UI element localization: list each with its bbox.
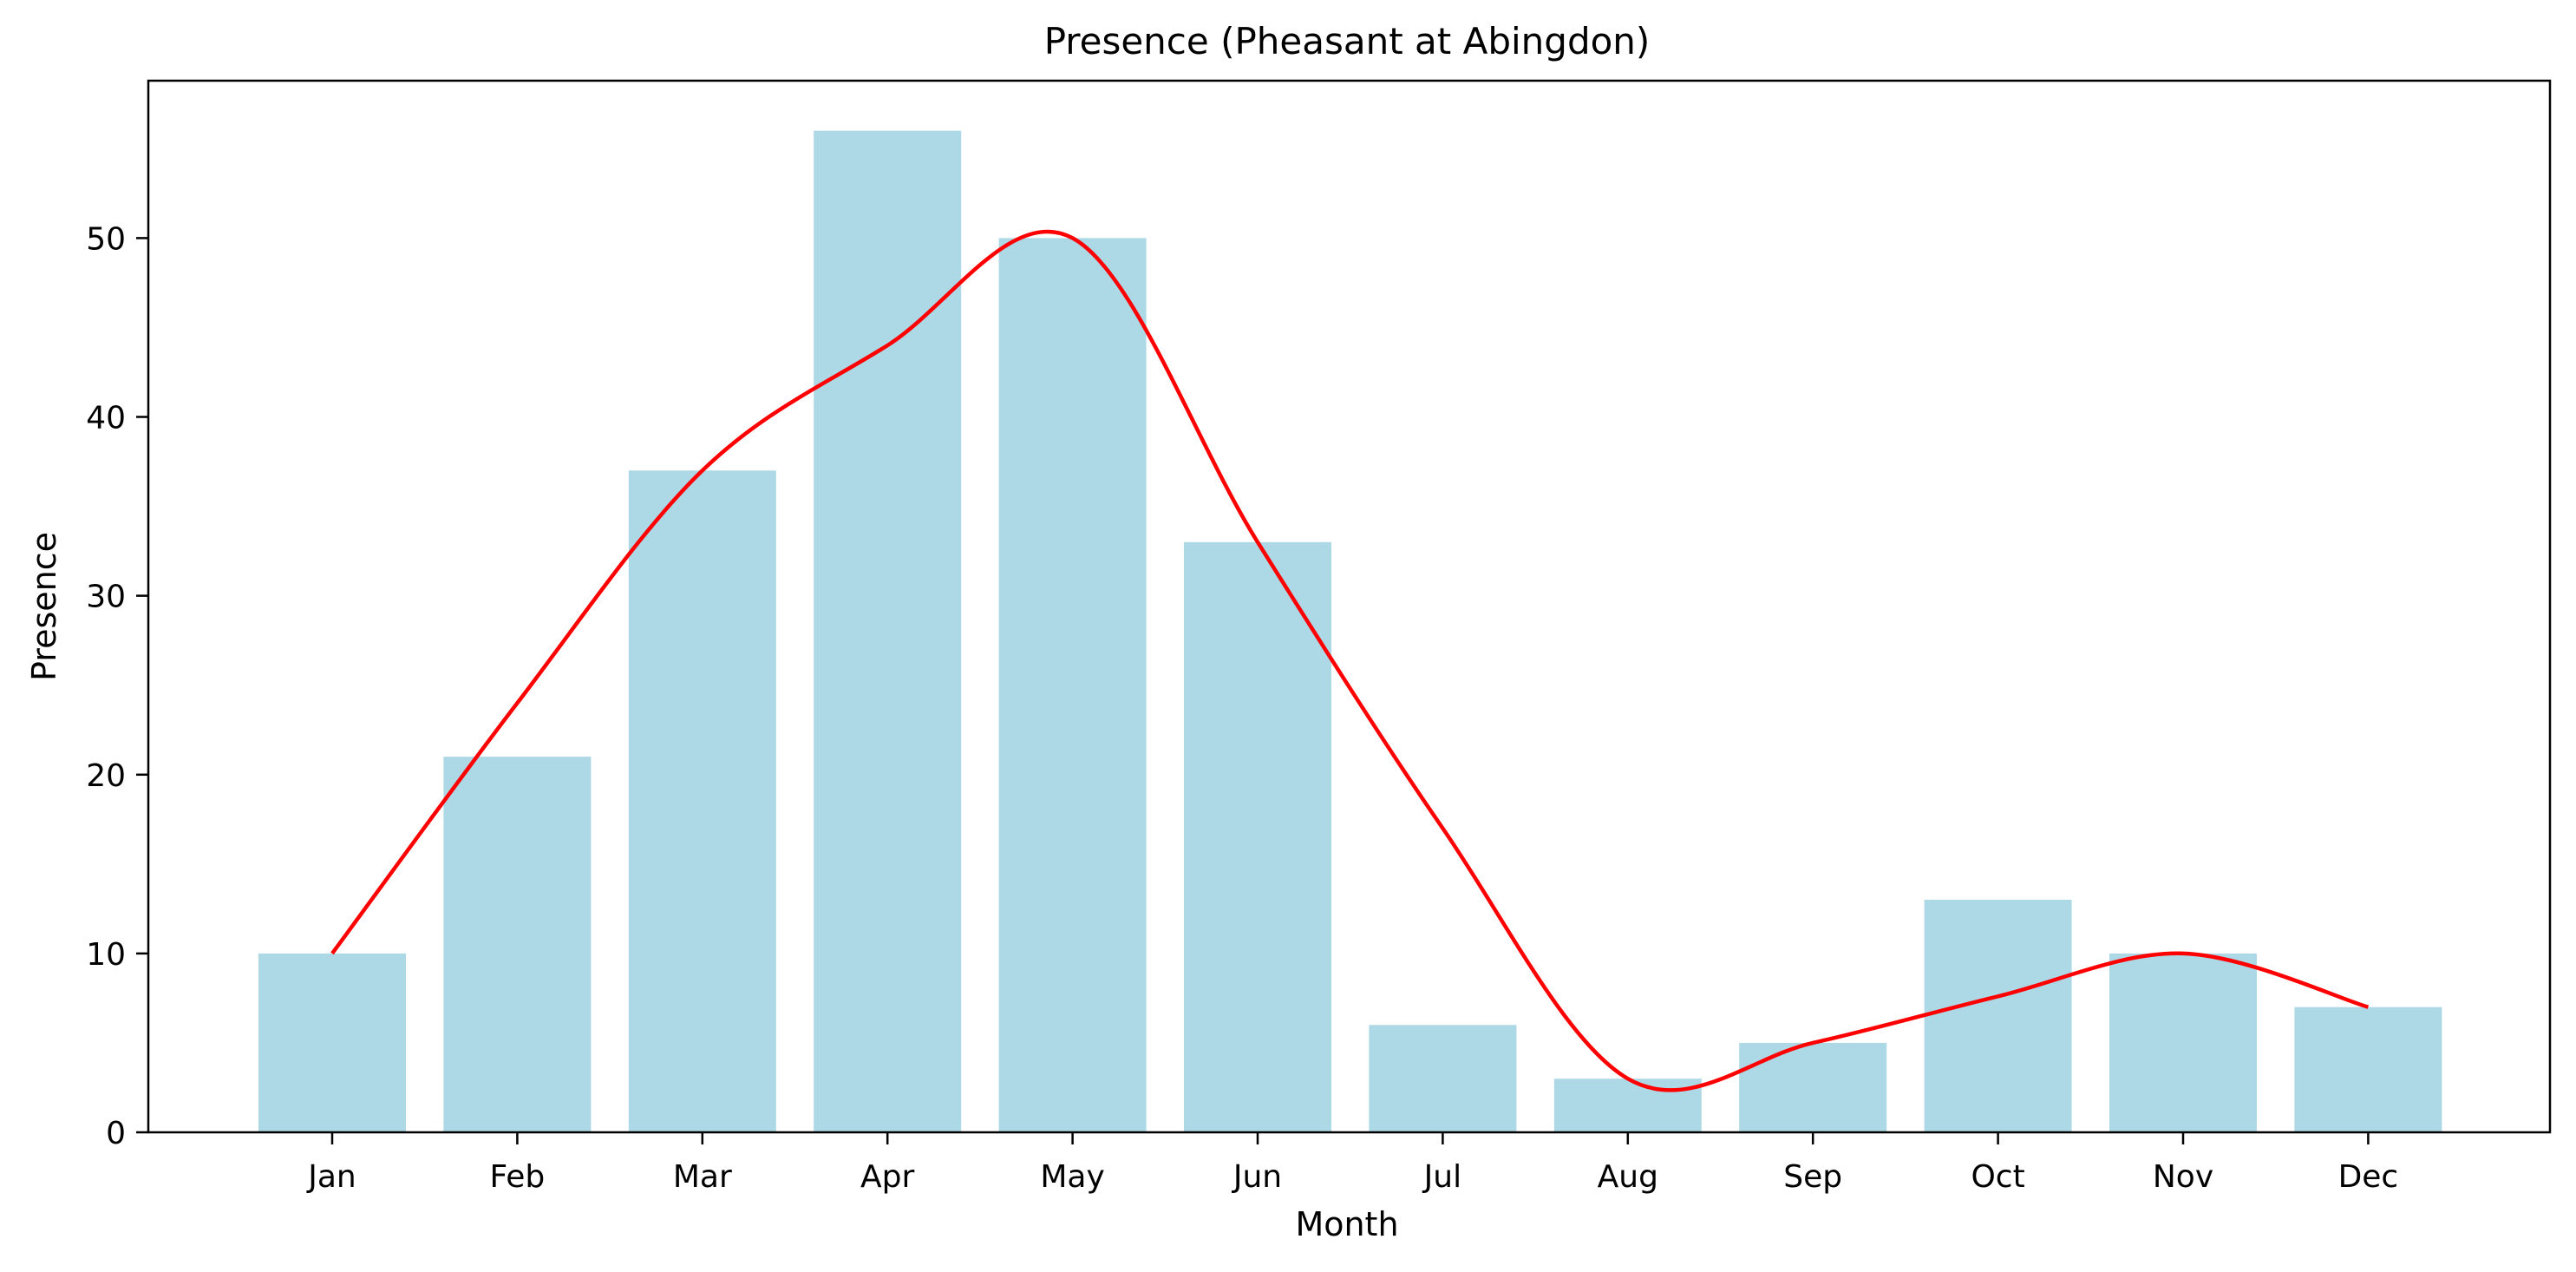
bar-jan [258, 953, 406, 1132]
bar-aug [1553, 1079, 1702, 1132]
x-tick-label-nov: Nov [2153, 1159, 2213, 1195]
x-tick-label-jan: Jan [306, 1159, 356, 1195]
bar-jun [1184, 541, 1331, 1132]
y-tick-label-10: 10 [86, 937, 126, 973]
bar-feb [443, 757, 592, 1132]
y-tick-label-30: 30 [86, 580, 126, 615]
plot-frame [147, 79, 2552, 1134]
bar-may [998, 238, 1147, 1132]
bar-dec [2294, 1006, 2442, 1132]
x-tick-label-dec: Dec [2338, 1159, 2399, 1195]
bar-jul [1369, 1025, 1517, 1132]
x-tick-label-oct: Oct [1971, 1159, 2024, 1195]
x-tick-label-jul: Jul [1422, 1159, 1461, 1195]
x-tick-label-mar: Mar [673, 1159, 732, 1195]
x-axis-label: Month [1295, 1205, 1398, 1243]
bar-oct [1924, 900, 2072, 1132]
bar-apr [814, 130, 962, 1133]
y-tick-label-0: 0 [106, 1116, 126, 1151]
x-tick-label-may: May [1040, 1159, 1104, 1195]
trend-line-layer [330, 229, 2370, 1092]
x-tick-label-apr: Apr [860, 1159, 914, 1195]
x-tick-label-aug: Aug [1598, 1159, 1658, 1195]
bar-mar [628, 470, 776, 1132]
chart-title: Presence (Pheasant at Abingdon) [1044, 20, 1651, 62]
bar-sep [1739, 1042, 1887, 1132]
bars-layer [258, 130, 2442, 1133]
x-tick-label-jun: Jun [1232, 1159, 1282, 1195]
x-tick-label-feb: Feb [490, 1159, 546, 1195]
y-axis-label: Presence [25, 532, 63, 681]
trend-line [330, 229, 2370, 1092]
x-tick-label-sep: Sep [1783, 1159, 1842, 1195]
y-tick-label-40: 40 [86, 401, 126, 436]
bar-nov [2109, 953, 2257, 1132]
ticks-layer: 0 10 20 30 40 50 Jan Feb Mar Apr May Jun Jul Aug Sep Oc… [86, 221, 2398, 1195]
y-tick-label-50: 50 [86, 221, 126, 257]
y-tick-label-20: 20 [86, 758, 126, 794]
